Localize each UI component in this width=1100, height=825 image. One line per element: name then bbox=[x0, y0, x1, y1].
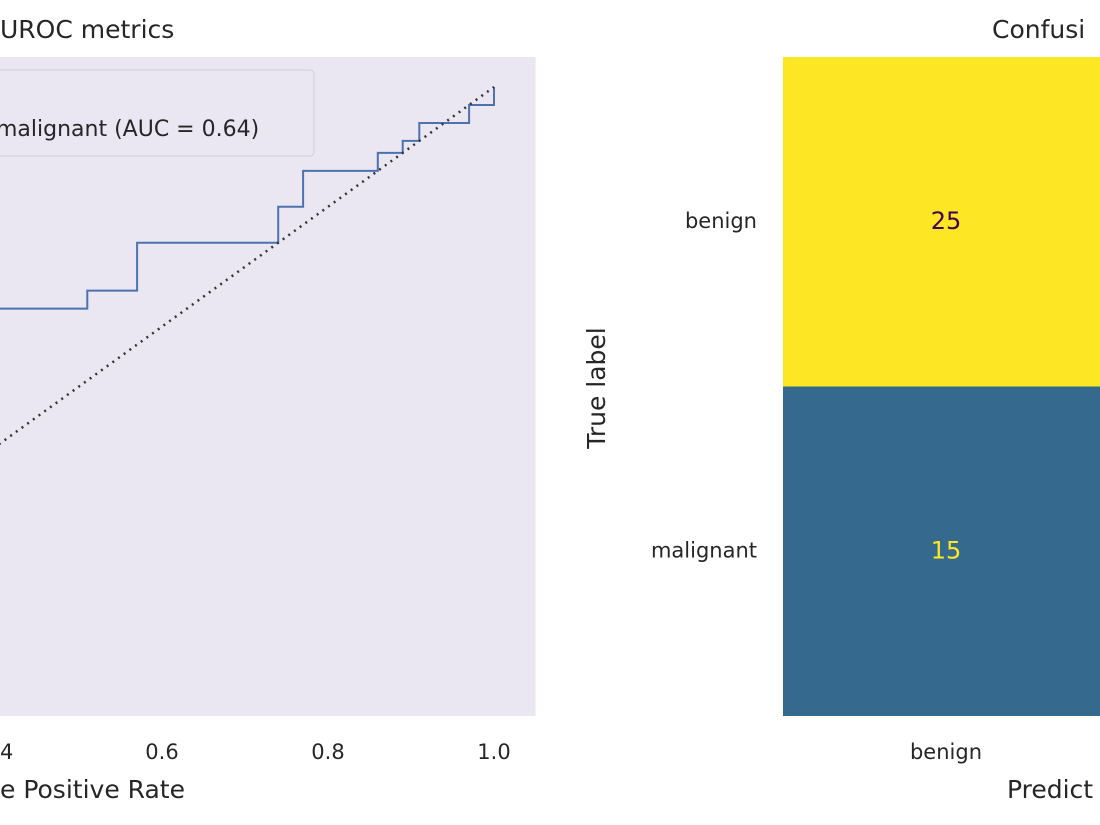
chart-title: Confusi bbox=[992, 15, 1085, 44]
plot-area bbox=[0, 57, 536, 716]
x-tick-label: 4 bbox=[0, 740, 13, 764]
x-axis-label: Predict bbox=[1007, 775, 1093, 804]
roc-line bbox=[0, 85, 495, 446]
y-axis-label: True label bbox=[582, 327, 611, 450]
cell-label: 15 bbox=[931, 536, 962, 564]
heatmap-cell bbox=[783, 57, 1100, 387]
cell-label: 25 bbox=[931, 207, 962, 235]
y-tick-label: malignant bbox=[651, 538, 757, 562]
x-axis-label: e Positive Rate bbox=[0, 775, 185, 804]
x-tick-label: benign bbox=[910, 740, 982, 764]
chart-title: UROC metrics bbox=[0, 15, 174, 44]
x-tick-label: 0.8 bbox=[311, 740, 344, 764]
roc-line bbox=[0, 87, 495, 310]
x-tick-label: 0.6 bbox=[145, 740, 178, 764]
legend-label: malignant (AUC = 0.64) bbox=[0, 117, 259, 142]
y-tick-label: benign bbox=[685, 209, 757, 233]
heatmap-cell bbox=[783, 386, 1100, 716]
x-tick-label: 1.0 bbox=[477, 740, 510, 764]
legend-box bbox=[0, 69, 315, 157]
